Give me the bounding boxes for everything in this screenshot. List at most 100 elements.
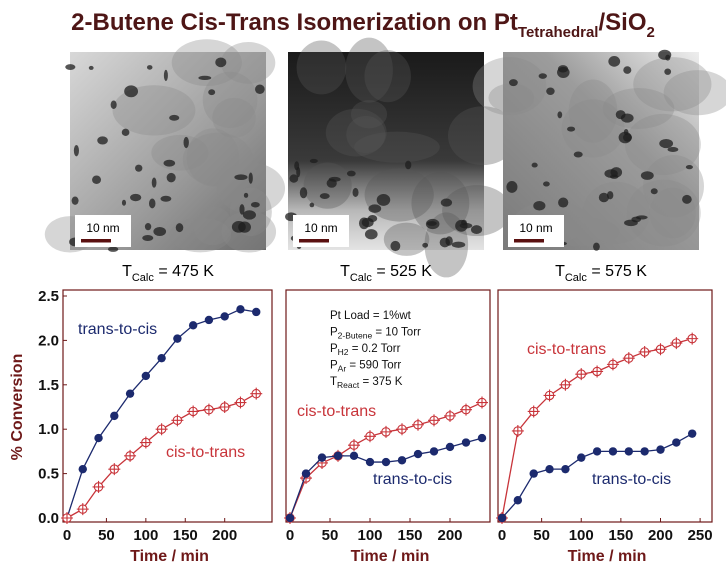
marker [220, 312, 229, 321]
marker [236, 305, 245, 314]
particle [92, 175, 102, 184]
support-grain [411, 172, 470, 235]
marker [76, 503, 89, 516]
marker [202, 403, 215, 416]
series-label: trans-to-cis [592, 471, 671, 488]
image-caption-part: = 475 K [154, 263, 214, 280]
particle [546, 87, 555, 95]
particle [538, 73, 547, 79]
marker [92, 480, 105, 493]
x-tick-label: 200 [212, 527, 237, 544]
particle [459, 222, 473, 229]
marker [591, 365, 604, 378]
annotation-part: T [330, 376, 337, 388]
particle [623, 128, 629, 136]
marker [428, 414, 440, 427]
particle [659, 138, 674, 149]
marker-cross [527, 405, 540, 418]
scale-bar-label: 10 nm [304, 221, 337, 235]
particle [620, 113, 634, 123]
particle [71, 196, 79, 205]
particle [567, 126, 576, 132]
particle [422, 242, 429, 248]
x-tick-label: 150 [608, 527, 633, 544]
particle [208, 89, 216, 96]
scale-bar-label: 10 nm [519, 221, 552, 235]
support-grain [488, 83, 535, 113]
marker [349, 451, 359, 461]
marker [188, 321, 198, 330]
marker [413, 449, 423, 459]
particle [183, 136, 189, 149]
plot-frame [497, 289, 713, 523]
marker [686, 332, 699, 345]
particle [110, 100, 117, 109]
particle [248, 172, 253, 184]
particle [682, 194, 692, 204]
particle [608, 55, 621, 67]
support-grain [112, 85, 196, 136]
marker [477, 433, 487, 443]
marker [476, 396, 488, 409]
particle [163, 69, 168, 82]
image-caption-part: Calc [565, 272, 588, 284]
marker-cross [428, 414, 440, 427]
marker-cross [139, 436, 152, 449]
marker-cross [202, 403, 215, 416]
marker [513, 496, 523, 505]
annotation: Pt Load = 1%wt [330, 310, 412, 322]
scale-bar [299, 239, 329, 243]
marker [670, 337, 683, 350]
marker-cross [622, 352, 635, 365]
particle [451, 241, 466, 248]
particle [667, 147, 679, 152]
annotation-part: P [330, 360, 338, 372]
marker [529, 469, 538, 478]
particle [215, 57, 227, 68]
y-tick-label: 0.5 [38, 466, 59, 483]
support-grain [345, 37, 393, 103]
marker [381, 457, 391, 467]
particle [623, 66, 632, 74]
particle [296, 166, 301, 178]
marker [333, 451, 343, 461]
support-grain [151, 134, 209, 171]
image-caption: TCalc = 475 K [122, 263, 214, 284]
particle [163, 159, 176, 167]
annotation-part: 2-Butene [338, 331, 373, 341]
marker [527, 405, 540, 418]
marker [171, 414, 184, 427]
support-grain [561, 99, 625, 158]
support-grain [182, 132, 254, 187]
marker [285, 513, 295, 523]
particle [650, 188, 658, 195]
particle [121, 128, 130, 137]
annotation: TReact = 375 K [330, 376, 403, 390]
particle [242, 210, 256, 220]
marker-cross [187, 405, 200, 418]
particle [144, 223, 152, 231]
marker [622, 352, 635, 365]
marker [638, 345, 651, 358]
marker [78, 464, 87, 474]
marker [250, 387, 263, 400]
marker-cross [171, 414, 184, 427]
marker [94, 433, 103, 443]
tem-image: 10 nm [44, 39, 286, 253]
marker [61, 512, 73, 524]
marker [218, 401, 231, 413]
marker [445, 442, 455, 452]
x-tick-label: 100 [357, 527, 382, 544]
support-grain [221, 211, 277, 253]
x-tick-label: 100 [569, 527, 594, 544]
particle [231, 221, 246, 233]
series-label: trans-to-cis [373, 471, 452, 488]
support-grain [186, 128, 240, 187]
marker-cross [218, 401, 231, 413]
marker [204, 315, 214, 325]
particle [531, 162, 538, 168]
particle [346, 170, 356, 177]
annotation-part: Pt Load = 1%wt [330, 310, 412, 322]
particle [289, 174, 299, 183]
particle [299, 187, 308, 199]
